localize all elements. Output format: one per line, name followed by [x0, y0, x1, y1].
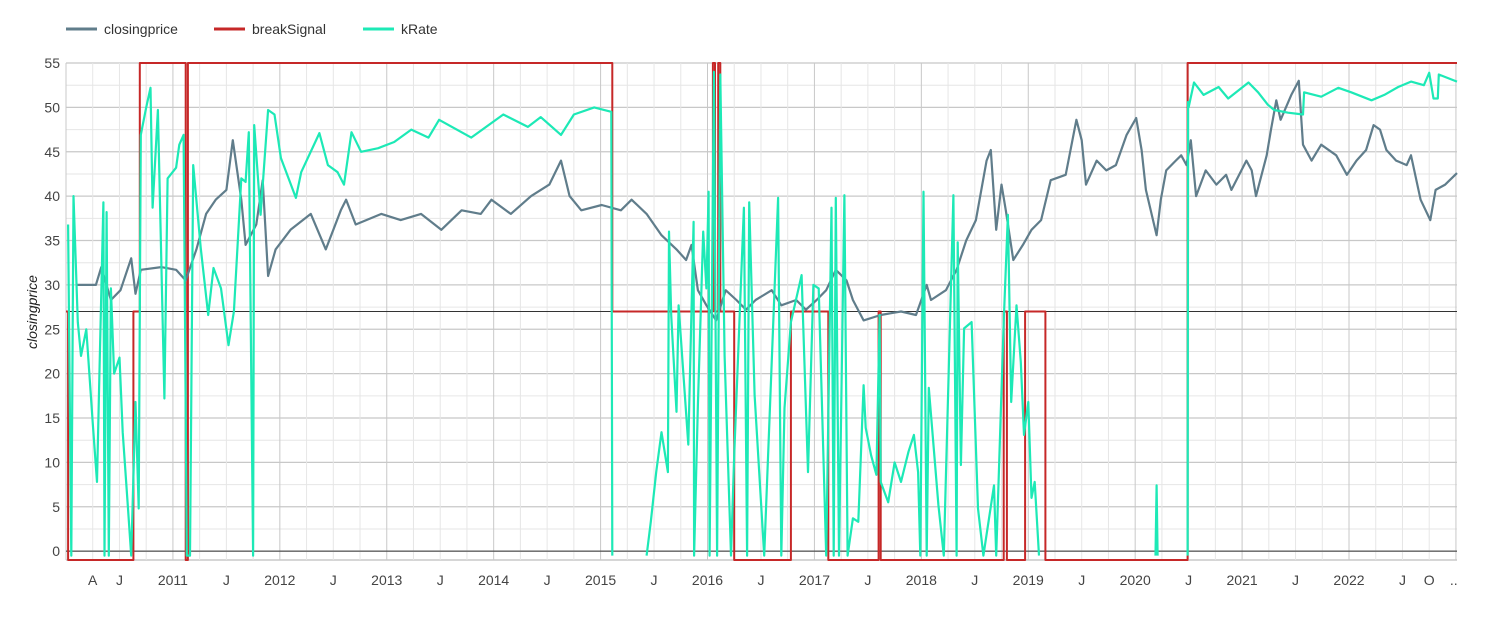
y-tick-label: 25: [44, 321, 60, 337]
x-tick-label: 2017: [799, 572, 830, 588]
x-tick-label: 2011: [158, 572, 188, 588]
legend-label-breakSignal: breakSignal: [252, 21, 326, 37]
y-axis-ticks: 0 5 10 15 20 25 30 35 40 45 50 55: [44, 55, 60, 559]
y-tick-label: 35: [44, 233, 60, 249]
legend-label-kRate: kRate: [401, 21, 438, 37]
x-tick-label: 2018: [906, 572, 937, 588]
y-tick-label: 30: [44, 277, 60, 293]
y-tick-label: 40: [44, 188, 60, 204]
x-tick-label: J: [651, 572, 658, 588]
x-tick-label: J: [330, 572, 337, 588]
x-tick-label: J: [757, 572, 764, 588]
x-tick-label: J: [437, 572, 444, 588]
y-tick-label: 55: [44, 55, 60, 71]
x-tick-label: 2019: [1013, 572, 1044, 588]
x-tick-label: 2013: [371, 572, 402, 588]
x-tick-label: 2014: [478, 572, 509, 588]
x-tick-label: O: [1424, 572, 1435, 588]
x-tick-label: J: [1399, 572, 1406, 588]
x-tick-label: J: [544, 572, 551, 588]
y-tick-label: 20: [44, 366, 60, 382]
x-tick-label: A: [88, 572, 98, 588]
x-tick-label: ..: [1450, 572, 1458, 588]
y-tick-label: 45: [44, 144, 60, 160]
x-tick-label: J: [1292, 572, 1299, 588]
series-lines: [66, 62, 1458, 561]
x-tick-label: 2016: [692, 572, 723, 588]
series-line-kRate: [67, 70, 1458, 557]
y-tick-label: 0: [52, 543, 60, 559]
legend-label-closingprice: closingprice: [104, 21, 178, 37]
x-tick-label: 2022: [1333, 572, 1364, 588]
x-tick-label: J: [223, 572, 230, 588]
x-tick-label: 2020: [1120, 572, 1151, 588]
x-tick-label: J: [1185, 572, 1192, 588]
y-tick-label: 15: [44, 410, 60, 426]
x-axis-ticks: A J 2011 J 2012 J 2013 J 2014 J 2015 J 2016 J 2017 J 201…: [88, 572, 1458, 588]
y-tick-label: 10: [44, 454, 60, 470]
x-tick-label: 2021: [1227, 572, 1258, 588]
y-tick-label: 5: [52, 499, 60, 515]
x-tick-label: J: [864, 572, 871, 588]
x-tick-label: J: [1078, 572, 1085, 588]
series-line-breakSignal: [66, 62, 1457, 561]
x-tick-label: J: [971, 572, 978, 588]
x-tick-label: 2012: [264, 572, 295, 588]
y-axis-label: closingprice: [24, 275, 40, 349]
y-tick-label: 50: [44, 99, 60, 115]
x-tick-label: J: [116, 572, 123, 588]
series-line-closingprice: [75, 79, 1458, 322]
legend: closingprice breakSignal kRate: [66, 21, 438, 37]
x-tick-label: 2015: [585, 572, 616, 588]
reference-lines: [66, 311, 1457, 552]
